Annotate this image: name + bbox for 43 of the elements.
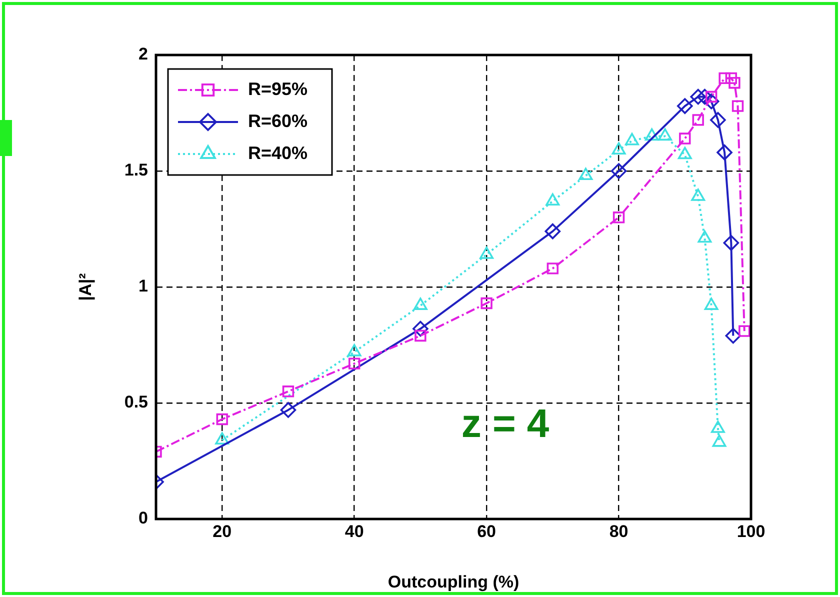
x-tick-label: 40 — [344, 522, 364, 541]
point — [718, 72, 730, 84]
x-axis-title: Outcoupling (%) — [388, 572, 520, 592]
point — [725, 72, 738, 84]
x-tick-label: 100 — [736, 522, 766, 541]
point — [348, 358, 360, 370]
x-tick-label: 60 — [477, 522, 496, 541]
x-tick-label: 20 — [212, 522, 232, 541]
y-tick-label: 1 — [138, 276, 148, 296]
legend-label: R=60% — [248, 110, 308, 131]
y-tick-label: 0 — [138, 508, 148, 528]
y-tick-label: 2 — [138, 44, 148, 64]
point — [215, 432, 230, 445]
point — [544, 223, 561, 240]
y-axis-title: |A|² — [76, 272, 95, 301]
y-tick-label: 0.5 — [124, 392, 148, 412]
point — [696, 88, 713, 105]
y-tick-label: 1.5 — [124, 160, 148, 180]
point — [690, 88, 706, 105]
point — [728, 76, 740, 89]
point — [703, 94, 720, 110]
point — [480, 297, 492, 310]
point — [546, 262, 559, 274]
point — [412, 320, 428, 337]
point — [692, 114, 704, 126]
point — [710, 112, 726, 128]
point — [723, 235, 740, 251]
point — [716, 144, 732, 160]
legend-label: R=40% — [248, 142, 308, 163]
point — [738, 325, 750, 337]
point — [676, 98, 693, 114]
point — [725, 328, 742, 344]
point — [216, 413, 228, 426]
legend-label: R=95% — [248, 78, 308, 99]
point — [610, 163, 627, 179]
point — [414, 330, 426, 342]
point — [732, 100, 744, 112]
point — [612, 212, 625, 224]
x-tick-label: 80 — [609, 522, 628, 541]
annotation: z = 4 — [461, 402, 550, 446]
point — [679, 132, 691, 144]
point — [282, 386, 294, 398]
point — [280, 402, 296, 418]
